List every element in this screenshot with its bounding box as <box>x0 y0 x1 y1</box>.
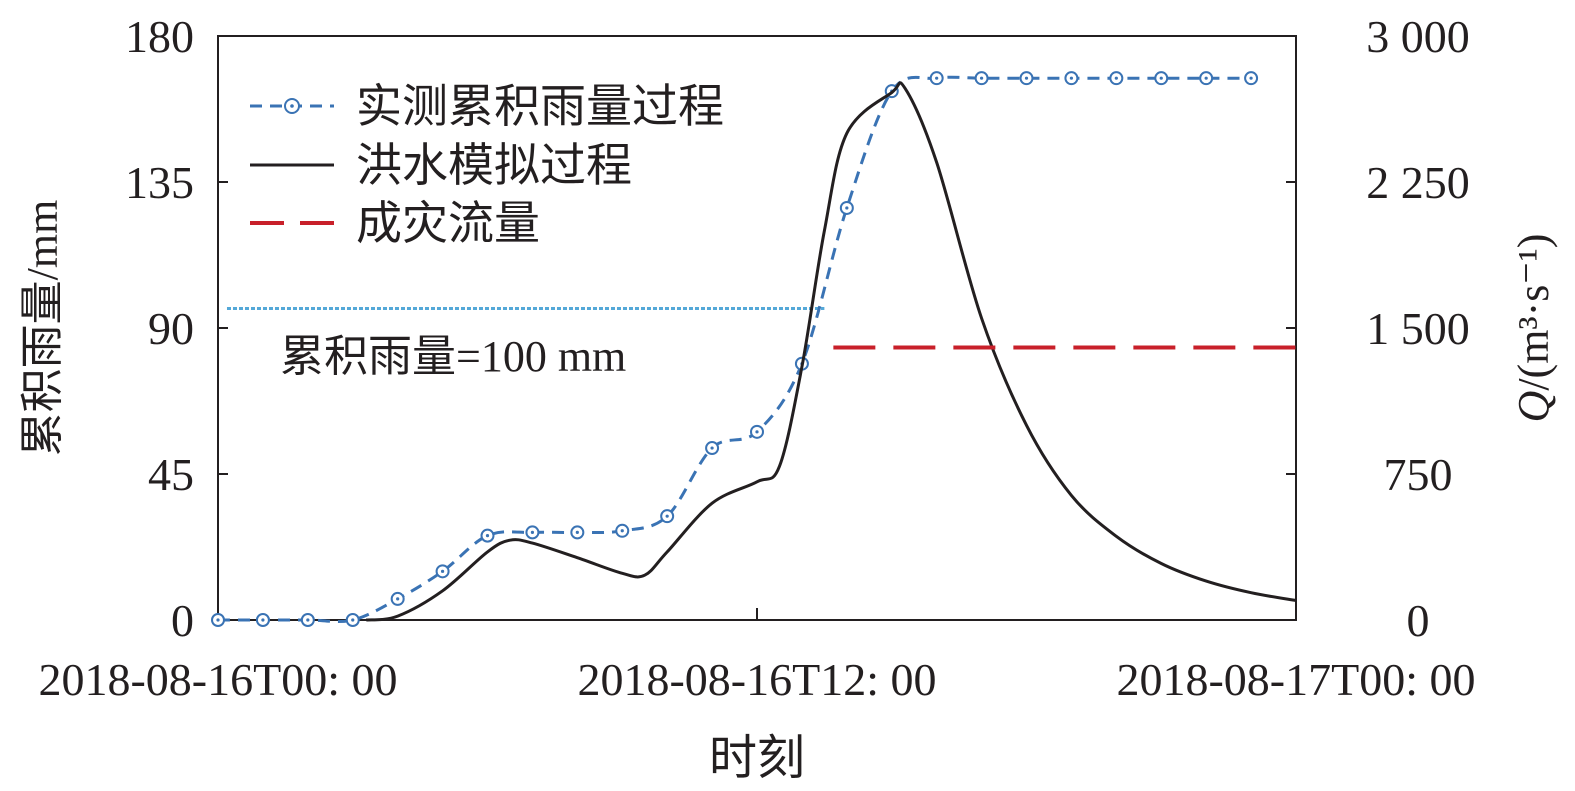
series-rain-point-dot <box>1024 76 1029 80</box>
series-rain-point-dot <box>935 76 939 80</box>
legend-label: 实测累积雨量过程 <box>356 81 724 132</box>
x-tick-label: 2018-08-17T00: 00 <box>1116 654 1475 705</box>
y-left-tick-label: 135 <box>125 157 194 208</box>
axes-layer: 0 45 90 135 180 0 750 1 500 2 250 3 000 2018-08-16… <box>38 11 1475 705</box>
series-rain-point-dot <box>396 597 400 601</box>
series-rain-point-dot <box>665 514 669 518</box>
x-tick-label: 2018-08-16T12: 00 <box>577 654 936 705</box>
legend-label: 成灾流量 <box>356 198 540 249</box>
right-axis-title-symbol: Q <box>1509 391 1558 423</box>
series-rain-point-dot <box>1159 76 1163 80</box>
series-rain-point-dot <box>1069 76 1074 80</box>
y-right-tick-label: 750 <box>1384 449 1453 500</box>
series-rain-point-dot <box>620 529 624 533</box>
series-rain-point-dot <box>485 534 490 538</box>
x-axis-title: 时刻 <box>709 732 805 785</box>
y-right-tick-label: 3 000 <box>1366 11 1470 62</box>
series-layer <box>211 71 1297 627</box>
threshold-annotation: 累积雨量=100 mm <box>280 332 626 381</box>
y-right-tick-label: 0 <box>1407 595 1430 646</box>
series-rain-point-dot <box>1114 76 1118 80</box>
x-tick-label: 2018-08-16T00: 00 <box>38 654 397 705</box>
legend-swatch-rain-dot <box>290 104 294 108</box>
y-right-tick-label: 2 250 <box>1366 157 1470 208</box>
left-axis-title: 累积雨量/mm <box>18 200 67 457</box>
legend-label: 洪水模拟过程 <box>356 140 632 191</box>
series-rain-point-dot <box>306 618 310 622</box>
series-rain-point-dot <box>1249 76 1253 80</box>
y-left-tick-label: 180 <box>125 11 194 62</box>
series-rain-point-dot <box>845 206 849 210</box>
right-axis-title: Q/(m³·s⁻¹) <box>1509 234 1558 423</box>
series-rain-point-dot <box>351 618 355 622</box>
right-axis-title-unit: /(m³·s⁻¹) <box>1509 234 1558 391</box>
y-left-tick-label: 90 <box>148 303 194 354</box>
series-flow-line <box>366 81 1297 622</box>
series-rain-point-dot <box>575 530 579 535</box>
series-rain-point-dot <box>216 618 220 622</box>
y-right-tick-label: 1 500 <box>1366 303 1470 354</box>
series-rain-point-dot <box>261 618 265 622</box>
y-left-tick-label: 0 <box>171 595 194 646</box>
series-rain-point-dot <box>530 530 535 535</box>
series-rain-point-dot <box>1204 76 1208 80</box>
series-rain-point-dot <box>440 569 445 573</box>
series-rain-point-dot <box>755 430 759 434</box>
series-rain-point-dot <box>979 76 984 80</box>
y-left-tick-label: 45 <box>148 449 194 500</box>
series-rain-point-dot <box>710 446 714 450</box>
